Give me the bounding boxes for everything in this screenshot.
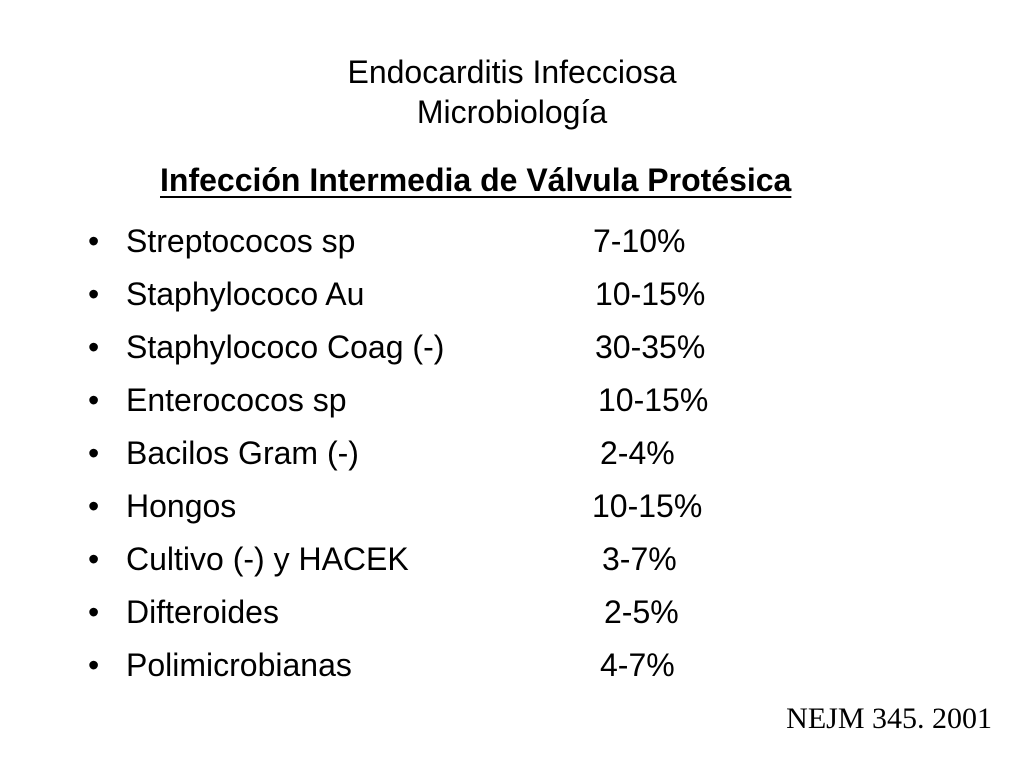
percentage-value: 10-15%: [595, 276, 706, 312]
list-item: • Enterococos sp 10-15%: [88, 374, 888, 427]
organism-label: Polimicrobianas: [126, 647, 352, 683]
bullet-icon: •: [88, 488, 100, 524]
organism-label: Bacilos Gram (-): [126, 435, 359, 471]
organism-label: Enterococos sp: [126, 382, 347, 418]
organism-label: Streptococos sp: [126, 223, 356, 259]
organism-label: Staphylococo Au: [126, 276, 365, 312]
percentage-value: 4-7%: [600, 647, 675, 683]
organism-label: Hongos: [126, 488, 237, 524]
list-item: • Staphylococo Au 10-15%: [88, 268, 888, 321]
bullet-icon: •: [88, 435, 100, 471]
bullet-icon: •: [88, 541, 100, 577]
list-item: • Streptococos sp 7-10%: [88, 215, 888, 268]
list-item: • Difteroides 2-5%: [88, 586, 888, 639]
bullet-icon: •: [88, 382, 100, 418]
list-item: • Bacilos Gram (-) 2-4%: [88, 427, 888, 480]
list-item: • Hongos 10-15%: [88, 480, 888, 533]
section-subheading: Infección Intermedia de Válvula Protésic…: [160, 162, 792, 198]
bullet-icon: •: [88, 329, 100, 365]
percentage-value: 30-35%: [595, 329, 706, 365]
percentage-value: 3-7%: [602, 541, 677, 577]
organism-label: Cultivo (-) y HACEK: [126, 541, 409, 577]
bullet-icon: •: [88, 276, 100, 312]
bullet-icon: •: [88, 647, 100, 683]
percentage-value: 7-10%: [593, 223, 686, 259]
title-line-1: Endocarditis Infecciosa: [347, 54, 677, 90]
percentage-value: 10-15%: [598, 382, 709, 418]
list-item: • Polimicrobianas 4-7%: [88, 639, 888, 692]
title-line-2: Microbiología: [416, 94, 608, 130]
source-citation: NEJM 345. 2001: [786, 702, 992, 735]
percentage-value: 10-15%: [592, 488, 703, 524]
organism-label: Difteroides: [126, 594, 279, 630]
organism-label: Staphylococo Coag (-): [126, 329, 445, 365]
organism-list: • Streptococos sp 7-10% • Staphylococo A…: [88, 215, 888, 692]
list-item: • Cultivo (-) y HACEK 3-7%: [88, 533, 888, 586]
bullet-icon: •: [88, 223, 100, 259]
percentage-value: 2-5%: [604, 594, 679, 630]
list-item: • Staphylococo Coag (-) 30-35%: [88, 321, 888, 374]
slide-title: Endocarditis Infecciosa Microbiología: [0, 52, 1024, 132]
percentage-value: 2-4%: [600, 435, 675, 471]
bullet-icon: •: [88, 594, 100, 630]
